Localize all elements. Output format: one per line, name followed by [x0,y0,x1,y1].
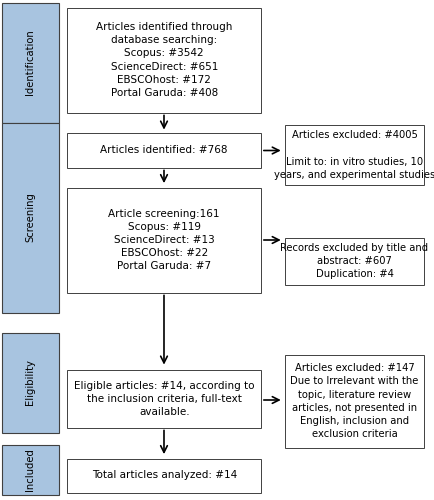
Text: Records excluded by title and
abstract: #607
Duplication: #4: Records excluded by title and abstract: … [280,243,427,280]
FancyBboxPatch shape [284,355,423,448]
FancyBboxPatch shape [284,125,423,185]
FancyBboxPatch shape [67,8,260,113]
Text: Articles identified through
database searching:
Scopus: #3542
ScienceDirect: #65: Articles identified through database sea… [96,22,232,98]
FancyBboxPatch shape [2,332,59,432]
Text: Eligible articles: #14, according to
the inclusion criteria, full-text
available: Eligible articles: #14, according to the… [74,380,254,417]
Text: Included: Included [26,448,35,492]
Text: Eligibility: Eligibility [26,360,35,406]
FancyBboxPatch shape [2,2,59,122]
FancyBboxPatch shape [67,370,260,428]
FancyBboxPatch shape [2,445,59,495]
FancyBboxPatch shape [67,458,260,492]
FancyBboxPatch shape [284,238,423,285]
Text: Identification: Identification [26,30,35,96]
Text: Articles identified: #768: Articles identified: #768 [100,146,227,156]
FancyBboxPatch shape [2,122,59,312]
FancyBboxPatch shape [67,134,260,168]
Text: Total articles analyzed: #14: Total articles analyzed: #14 [92,470,236,480]
Text: Articles excluded: #4005

Limit to: in vitro studies, 10
years, and experimental: Articles excluded: #4005 Limit to: in vi… [273,130,434,180]
FancyBboxPatch shape [67,188,260,292]
Text: Articles excluded: #147
Due to Irrelevant with the
topic, literature review
arti: Articles excluded: #147 Due to Irrelevan… [289,363,418,440]
Text: Screening: Screening [26,192,35,242]
Text: Article screening:161
Scopus: #119
ScienceDirect: #13
EBSCOhost: #22
Portal Garu: Article screening:161 Scopus: #119 Scien… [108,208,220,272]
